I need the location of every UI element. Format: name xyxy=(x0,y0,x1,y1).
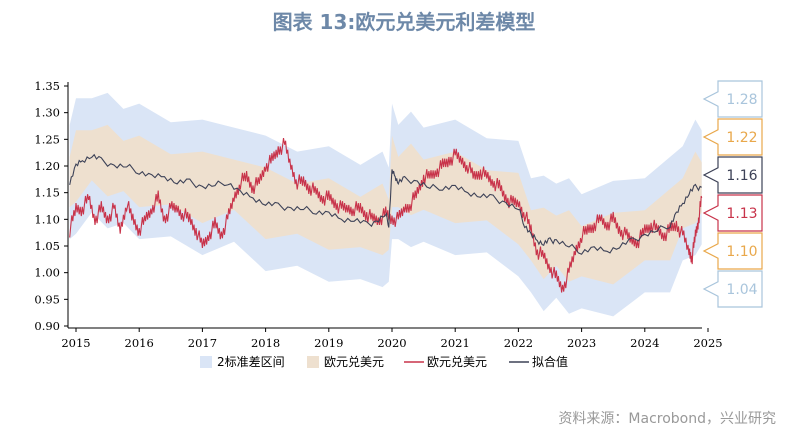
x-tick-label: 2017 xyxy=(188,336,217,350)
x-tick-label: 2024 xyxy=(630,336,659,350)
x-tick-label: 2023 xyxy=(567,336,596,350)
legend-group: 2标准差区间 欧元兑美元 欧元兑美元 拟合值 xyxy=(200,354,568,369)
legend-label: 拟合值 xyxy=(532,354,568,369)
source-note: 资料来源：Macrobond，兴业研究 xyxy=(558,411,776,427)
callout-box-orange xyxy=(702,118,763,156)
y-tick-label: 1.35 xyxy=(34,79,60,93)
callout-label: 1.16 xyxy=(726,168,757,184)
legend-label: 欧元兑美元 xyxy=(324,355,384,369)
y-tick-label: 1.05 xyxy=(34,239,60,253)
axes-group: 1.35 1.30 1.25 1.20 1.15 1.10 1.05 1.00 0.95 0.90… xyxy=(34,79,722,350)
legend-swatch-band xyxy=(307,356,319,368)
x-tick-label: 2018 xyxy=(251,336,280,350)
spot-line xyxy=(69,138,703,293)
chart-title: 图表 13:欧元兑美元利差模型 xyxy=(272,10,536,34)
y-tick-label: 1.10 xyxy=(34,212,60,226)
callout-box-orange xyxy=(702,232,763,270)
legend-label: 欧元兑美元 xyxy=(427,355,487,369)
y-tick-label: 1.20 xyxy=(34,159,60,173)
callout-label: 1.28 xyxy=(726,92,757,108)
callout-label: 1.10 xyxy=(726,244,757,260)
y-tick-label: 1.25 xyxy=(34,132,60,146)
lines-group xyxy=(69,138,703,293)
legend-label: 2标准差区间 xyxy=(217,355,285,369)
x-tick-label: 2015 xyxy=(61,336,90,350)
bands-group xyxy=(69,92,702,317)
y-tick-label: 0.90 xyxy=(34,319,60,333)
legend-swatch-band xyxy=(200,356,212,368)
x-tick-label: 2020 xyxy=(377,336,406,350)
x-tick-label: 2016 xyxy=(125,336,154,350)
y-tick-label: 1.15 xyxy=(34,186,60,200)
y-tick-label: 0.95 xyxy=(34,292,60,306)
x-tick-label: 2025 xyxy=(693,336,722,350)
callout-label: 1.22 xyxy=(726,130,757,146)
x-tick-label: 2021 xyxy=(441,336,470,350)
callout-box-blue xyxy=(702,80,763,118)
callout-box-blue xyxy=(702,270,763,308)
callout-label: 1.04 xyxy=(726,282,757,298)
fit-line xyxy=(69,153,702,255)
y-tick-label: 1.00 xyxy=(34,266,60,280)
callouts-group: 1.28 1.22 1.16 1.13 1.10 1.04 xyxy=(702,80,763,308)
callout-box-dark xyxy=(702,156,763,194)
callout-box-red xyxy=(702,194,763,232)
callout-label: 1.13 xyxy=(726,206,757,222)
x-tick-label: 2022 xyxy=(504,336,533,350)
x-tick-label: 2019 xyxy=(314,336,343,350)
y-tick-label: 1.30 xyxy=(34,106,60,120)
